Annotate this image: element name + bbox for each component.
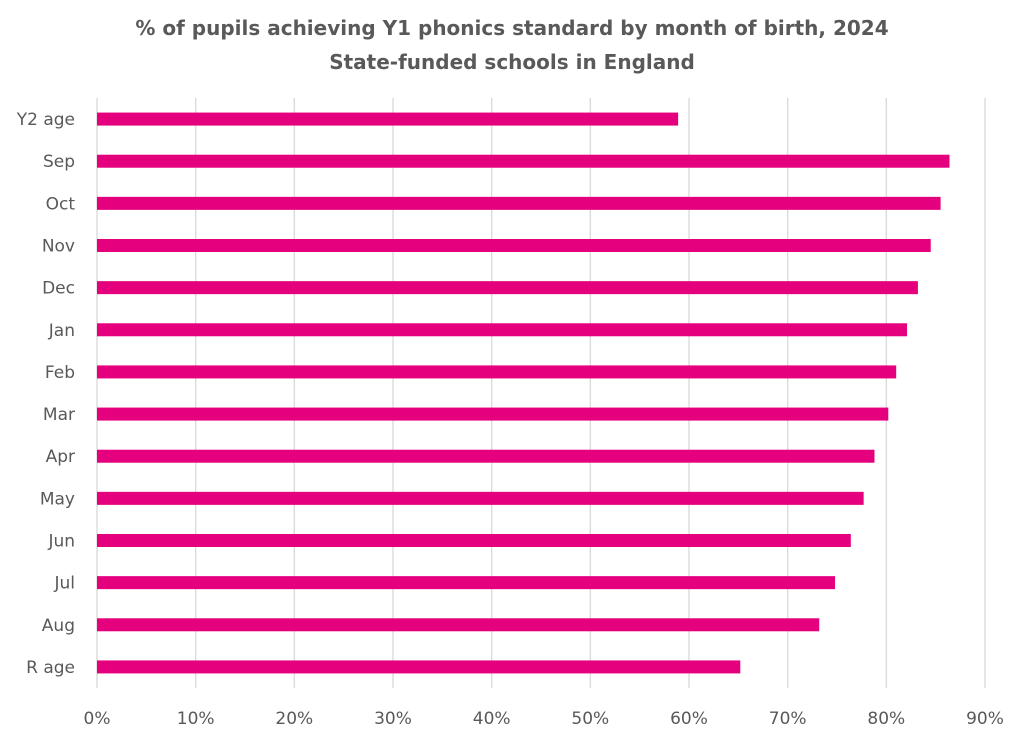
- bar-jan: [97, 323, 908, 337]
- category-label: Aug: [42, 616, 75, 636]
- chart-subtitle: State-funded schools in England: [329, 50, 695, 74]
- chart-title: % of pupils achieving Y1 phonics standar…: [135, 16, 889, 40]
- category-label: Sep: [43, 152, 75, 172]
- category-label: Y2 age: [16, 110, 75, 130]
- x-tick-label: 70%: [769, 709, 807, 729]
- bar-y2-age: [97, 112, 679, 126]
- bar-r-age: [97, 660, 741, 674]
- x-tick-label: 30%: [374, 709, 412, 729]
- bar-sep: [97, 154, 950, 168]
- category-label: Apr: [46, 447, 75, 467]
- bar-dec: [97, 281, 918, 295]
- category-label: Feb: [45, 363, 75, 383]
- category-label: R age: [26, 658, 75, 678]
- x-tick-label: 90%: [966, 709, 1004, 729]
- x-tick-label: 80%: [867, 709, 905, 729]
- bar-may: [97, 491, 864, 505]
- x-tick-label: 10%: [177, 709, 215, 729]
- x-tick-label: 60%: [670, 709, 708, 729]
- x-tick-label: 40%: [473, 709, 511, 729]
- bar-jun: [97, 534, 851, 547]
- bar-oct: [97, 196, 941, 210]
- x-tick-label: 0%: [84, 709, 111, 729]
- category-label: Jul: [53, 574, 75, 594]
- bar-jul: [97, 576, 836, 590]
- category-label: Dec: [42, 279, 75, 299]
- category-label: Jun: [47, 532, 75, 552]
- bar-aug: [97, 618, 820, 632]
- category-label: Jan: [48, 321, 75, 341]
- x-tick-label: 50%: [571, 709, 609, 729]
- bar-mar: [97, 407, 889, 421]
- bar-nov: [97, 239, 931, 252]
- category-label: May: [40, 489, 75, 509]
- category-label: Mar: [43, 405, 75, 425]
- bar-apr: [97, 449, 875, 463]
- x-tick-label: 20%: [275, 709, 313, 729]
- category-label: Oct: [46, 194, 76, 214]
- bar-feb: [97, 365, 897, 379]
- category-label: Nov: [42, 237, 75, 257]
